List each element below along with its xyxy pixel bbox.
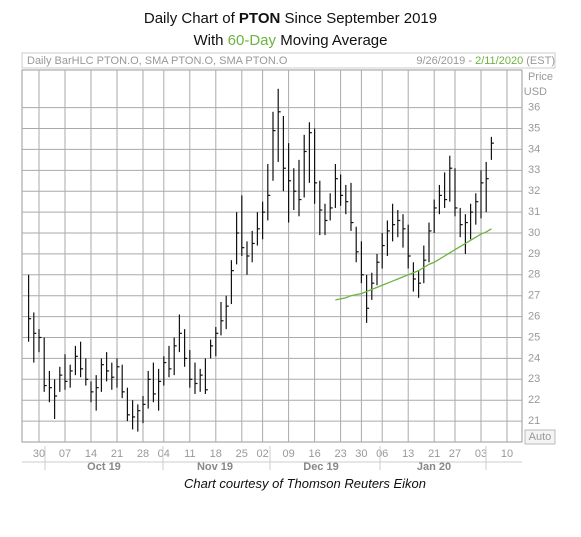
subtitle: With 60-Day Moving Average [0, 32, 581, 49]
y-tick-label: 35 [528, 122, 540, 134]
date-range: 9/26/2019 - 2/11/2020 (EST) [416, 55, 555, 67]
sma-line [335, 228, 492, 301]
x-tick-label: 21 [428, 448, 440, 460]
plot-frame [21, 69, 523, 443]
y-tick-label: 36 [528, 102, 540, 114]
x-tick-label: 21 [111, 448, 123, 460]
y-tick-label: 25 [528, 331, 540, 343]
title-part: Daily Chart of [143, 10, 235, 27]
x-tick-label: 18 [210, 448, 222, 460]
x-tick-label: 27 [449, 448, 461, 460]
y-tick-label: 24 [528, 352, 540, 364]
date-part: 2/11/2020 [475, 55, 523, 67]
y-tick-label: 23 [528, 373, 540, 385]
x-tick-label: 03 [475, 448, 487, 460]
header-bar [21, 52, 556, 69]
month-label: Oct 19 [87, 461, 121, 470]
title-part: PTON [238, 10, 281, 27]
axis-label: Price [528, 71, 553, 83]
x-tick-label: 07 [59, 448, 71, 460]
x-tick-label: 10 [501, 448, 513, 460]
x-tick-label: 04 [158, 448, 170, 460]
scale-mode[interactable]: Auto [529, 431, 552, 443]
x-tick-label: 06 [376, 448, 388, 460]
x-tick-label: 30 [33, 448, 45, 460]
legend-text: Daily BarHLC PTON.O, SMA PTON.O, SMA PTO… [27, 55, 288, 67]
x-tick-label: 30 [355, 448, 367, 460]
date-part: - [468, 55, 472, 67]
footer: Chart courtesy of Thomson Reuters Eikon [183, 476, 427, 491]
title: Daily Chart of PTON Since September 2019 [0, 10, 581, 27]
x-tick-label: 09 [282, 448, 294, 460]
x-tick-label: 28 [137, 448, 149, 460]
x-tick-label: 16 [308, 448, 320, 460]
subtitle-part: With [193, 32, 224, 49]
y-tick-label: 29 [528, 248, 540, 260]
axis-label: USD [524, 86, 547, 98]
x-tick-label: 13 [402, 448, 414, 460]
y-tick-label: 31 [528, 206, 540, 218]
date-part: 9/26/2019 [416, 55, 465, 67]
subtitle-part: Moving Average [280, 32, 388, 49]
x-tick-label: 25 [236, 448, 248, 460]
x-tick-label: 14 [85, 448, 97, 460]
y-tick-label: 34 [528, 143, 540, 155]
subtitle-part: 60-Day [227, 32, 277, 49]
y-tick-label: 26 [528, 311, 540, 323]
month-label: Nov 19 [197, 461, 233, 470]
y-tick-label: 21 [528, 415, 540, 427]
scale-button[interactable] [524, 429, 556, 445]
chart: Daily BarHLC PTON.O, SMA PTON.O, SMA PTO… [21, 52, 556, 470]
x-tick-label: 11 [184, 448, 195, 460]
month-label: Jan 20 [417, 461, 451, 470]
y-tick-label: 27 [528, 290, 540, 302]
y-tick-label: 30 [528, 227, 540, 239]
y-tick-label: 22 [528, 394, 540, 406]
x-tick-label: 02 [256, 448, 268, 460]
x-tick-label: 23 [334, 448, 346, 460]
y-tick-label: 28 [528, 269, 540, 281]
month-label: Dec 19 [303, 461, 338, 470]
title-part: Since September 2019 [284, 10, 438, 27]
y-tick-label: 32 [528, 185, 540, 197]
date-part: (EST) [526, 55, 555, 67]
y-tick-label: 33 [528, 164, 540, 176]
